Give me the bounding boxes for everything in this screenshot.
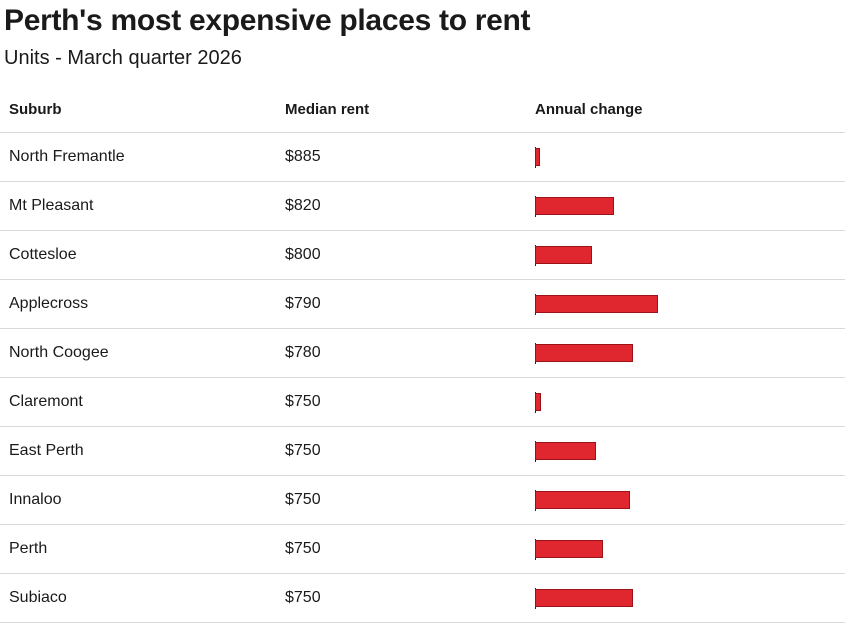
annual-change-bar <box>535 344 634 362</box>
median-rent-cell: $750 <box>285 442 321 459</box>
annual-change-bar <box>535 442 596 460</box>
annual-change-cell <box>535 574 835 622</box>
annual-change-bar <box>535 491 630 509</box>
table-row: Perth $750 <box>0 525 845 574</box>
median-rent-cell: $750 <box>285 540 321 557</box>
suburb-cell: North Fremantle <box>9 148 125 165</box>
suburb-cell: Cottesloe <box>9 246 77 263</box>
annual-change-bar <box>535 589 634 607</box>
chart-subtitle: Units - March quarter 2026 <box>4 47 242 69</box>
suburb-cell: Claremont <box>9 393 83 410</box>
table-row: Subiaco $750 <box>0 574 845 623</box>
table-row: Innaloo $750 <box>0 476 845 525</box>
median-rent-cell: $790 <box>285 295 321 312</box>
column-header-median-rent: Median rent <box>285 100 370 118</box>
suburb-cell: Perth <box>9 540 48 557</box>
annual-change-cell <box>535 476 835 524</box>
median-rent-cell: $800 <box>285 246 321 263</box>
table-row: North Fremantle $885 <box>0 133 845 182</box>
table-row: Cottesloe $800 <box>0 231 845 280</box>
annual-change-bar <box>535 246 592 264</box>
table-row: East Perth $750 <box>0 427 845 476</box>
suburb-cell: Mt Pleasant <box>9 197 94 214</box>
rent-table: Suburb Median rent Annual change North F… <box>0 86 845 623</box>
annual-change-bar <box>535 393 541 411</box>
suburb-cell: Applecross <box>9 295 89 312</box>
suburb-cell: Subiaco <box>9 589 67 606</box>
median-rent-cell: $885 <box>285 148 321 165</box>
annual-change-bar <box>535 540 603 558</box>
annual-change-cell <box>535 133 835 181</box>
median-rent-cell: $820 <box>285 197 321 214</box>
chart-title: Perth's most expensive places to rent <box>4 4 531 37</box>
annual-change-bar <box>535 148 540 166</box>
table-row: Applecross $790 <box>0 280 845 329</box>
annual-change-cell <box>535 280 835 328</box>
annual-change-cell <box>535 378 835 426</box>
table-header-row: Suburb Median rent Annual change <box>0 86 845 133</box>
annual-change-cell <box>535 231 835 279</box>
column-header-suburb: Suburb <box>9 100 62 118</box>
annual-change-bar <box>535 197 614 215</box>
annual-change-cell <box>535 182 835 230</box>
median-rent-cell: $780 <box>285 344 321 361</box>
annual-change-cell <box>535 525 835 573</box>
table-body: North Fremantle $885 Mt Pleasant $820 Cottes… <box>0 133 845 623</box>
annual-change-cell <box>535 427 835 475</box>
suburb-cell: Innaloo <box>9 491 62 508</box>
column-header-annual-change: Annual change <box>535 100 643 118</box>
annual-change-cell <box>535 329 835 377</box>
suburb-cell: North Coogee <box>9 344 109 361</box>
suburb-cell: East Perth <box>9 442 84 459</box>
table-row: Claremont $750 <box>0 378 845 427</box>
table-row: Mt Pleasant $820 <box>0 182 845 231</box>
median-rent-cell: $750 <box>285 393 321 410</box>
median-rent-cell: $750 <box>285 589 321 606</box>
median-rent-cell: $750 <box>285 491 321 508</box>
table-row: North Coogee $780 <box>0 329 845 378</box>
annual-change-bar <box>535 295 658 313</box>
